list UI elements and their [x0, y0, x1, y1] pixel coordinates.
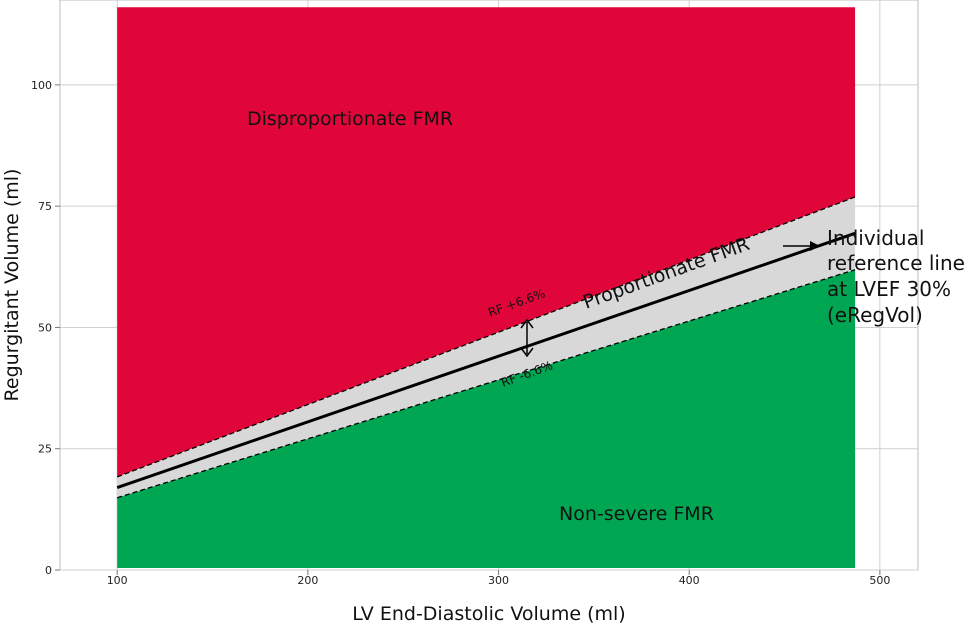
x-tick-label: 300 — [488, 574, 509, 587]
x-tick-label: 100 — [107, 574, 128, 587]
disproportionate-region — [117, 7, 856, 477]
x-axis-ticks: 100 200 300 400 500 — [107, 570, 890, 587]
y-tick-label: 0 — [45, 564, 52, 577]
y-tick-label: 75 — [38, 200, 52, 213]
y-tick-label: 50 — [38, 321, 52, 334]
nonsevere-label: Non-severe FMR — [559, 503, 714, 525]
x-tick-label: 400 — [679, 574, 700, 587]
nonsevere-region — [117, 269, 856, 569]
y-axis-ticks: 0 25 50 75 100 — [31, 79, 60, 577]
svg-text:(eRegVol): (eRegVol) — [827, 303, 923, 327]
rf-minus-line — [117, 269, 856, 499]
y-tick-label: 100 — [31, 79, 52, 92]
svg-text:at LVEF 30%: at LVEF 30% — [827, 277, 951, 301]
x-tick-label: 200 — [297, 574, 318, 587]
rf-plus-line — [116, 196, 856, 478]
x-axis-title: LV End-Diastolic Volume (ml) — [352, 603, 625, 625]
disproportionate-label: Disproportionate FMR — [247, 108, 453, 130]
svg-text:Individual: Individual — [827, 226, 924, 250]
svg-text:reference line: reference line — [827, 251, 965, 275]
x-tick-label: 500 — [869, 574, 890, 587]
reference-line-callout: Individual reference line at LVEF 30% (e… — [827, 226, 965, 327]
y-tick-label: 25 — [38, 443, 52, 456]
reference-line — [116, 231, 856, 489]
band-width-arrow — [520, 318, 534, 358]
y-axis-title: Regurgitant Volume (ml) — [1, 169, 23, 402]
